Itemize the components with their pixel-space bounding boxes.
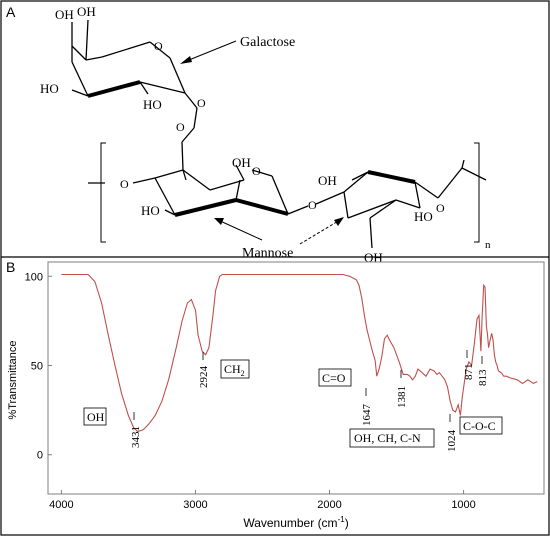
annotation-box-ch2 — [220, 359, 250, 379]
mannose-arrowhead-left — [214, 218, 224, 225]
mannose-ring-1 — [88, 164, 309, 217]
peak-label-871: 871 — [463, 364, 475, 381]
glycosidic-oxygen-1: O — [197, 96, 206, 110]
oh-label-man-3: OH — [318, 173, 337, 188]
y-axis-ticks: 100 50 0 — [25, 271, 52, 462]
annotation-oh-ch-cn: OH, CH, C-N — [354, 431, 421, 445]
x-axis-label: Wavenumber (cm-1) — [243, 515, 348, 530]
repeat-subscript-n: n — [485, 239, 491, 251]
left-bracket — [100, 142, 106, 243]
annotation-oh: OH — [87, 410, 105, 424]
panel-b-label: B — [6, 259, 15, 275]
y-tick-label: 50 — [31, 361, 43, 373]
peak-annotations: OH 3431 2924 CH2 C=O 1647 1381 OH, CH, C… — [83, 350, 503, 453]
peak-label-1381: 1381 — [396, 386, 408, 408]
y-axis-label: %Transmittance — [7, 340, 19, 419]
galactose-arrow — [183, 40, 237, 63]
galactose-label: Galactose — [240, 35, 295, 50]
annotation-c-o-c: C-O-C — [463, 419, 496, 433]
peak-label-1647: 1647 — [361, 404, 373, 427]
oh-label-man-4: HO — [414, 209, 433, 224]
annotation-box-oh-ch-cn — [349, 428, 435, 448]
oh-label-gal-1: OH — [55, 7, 74, 22]
annotation-ch2: CH2 — [224, 362, 245, 378]
oh-label-gal-3: HO — [40, 81, 59, 96]
annotation-box-c-o-c — [459, 416, 503, 435]
oh-label-gal-4: HO — [143, 97, 162, 112]
galactose-arrowhead — [180, 56, 192, 64]
panel-a-label: A — [6, 4, 16, 20]
mannose-arrow-right — [299, 219, 341, 245]
oh-label-man-2: HO — [141, 203, 160, 218]
annotation-c-o: C=O — [322, 371, 346, 385]
peak-label-3431: 3431 — [130, 426, 142, 448]
y-tick-label: 100 — [25, 271, 43, 283]
galactose-ring — [71, 41, 198, 181]
x-tick-label: 3000 — [183, 499, 207, 511]
annotation-box-oh — [83, 407, 107, 426]
glycosidic-oxygen-2: O — [176, 120, 185, 134]
peak-label-2924: 2924 — [198, 366, 210, 389]
annotation-box-c-o — [318, 368, 352, 387]
x-tick-label: 2000 — [317, 499, 341, 511]
plot-area — [47, 261, 545, 495]
oh-label-gal-2: OH — [77, 4, 96, 19]
mannose-arrow-left — [217, 219, 263, 241]
oh-label-man-5: OH — [364, 250, 383, 265]
ir-spectrum-line — [61, 273, 538, 433]
ring-oxygen-gal: O — [154, 39, 163, 53]
peak-label-1024: 1024 — [446, 430, 458, 453]
o-label-ring1-left: O — [120, 177, 129, 191]
mannose-arrowhead-right — [334, 217, 344, 226]
panel-b: B 4000 3000 2000 1000 100 50 0 %Transmittance… — [6, 259, 545, 530]
peak-label-813: 813 — [477, 369, 489, 386]
ring-oxygen-man-1: O — [252, 164, 261, 178]
y-tick-label: 0 — [37, 450, 43, 462]
x-axis-ticks: 4000 3000 2000 1000 — [49, 490, 476, 511]
oh-bond-gal-2 — [85, 19, 89, 61]
x-tick-label: 1000 — [451, 499, 475, 511]
glycosidic-oxygen-3: O — [308, 198, 317, 212]
mannose-label: Mannose — [242, 246, 293, 261]
x-tick-label: 4000 — [49, 499, 73, 511]
ring-oxygen-man-2: O — [436, 201, 445, 215]
mannose-ring-2 — [315, 159, 487, 249]
right-bracket — [474, 142, 480, 243]
panel-a: A OH OH HO HO O O O Galactose — [6, 4, 491, 265]
oh-label-man-1: OH — [232, 155, 251, 170]
